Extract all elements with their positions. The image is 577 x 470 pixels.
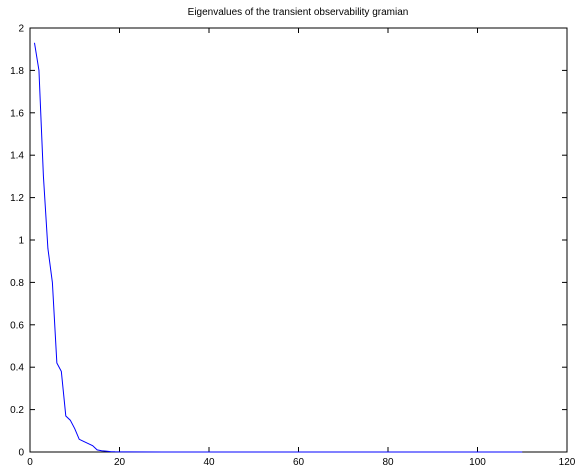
y-tick-label: 1.4	[10, 151, 24, 162]
y-tick-label: 1.2	[10, 193, 24, 204]
y-tick-label: 2	[18, 24, 24, 35]
plot-area	[29, 27, 568, 453]
x-tick-label: 100	[469, 457, 486, 468]
y-tick-label: 0.4	[10, 363, 24, 374]
x-tick-labels: 0 20 40 60 80 100 120	[27, 457, 576, 468]
y-tick-label: 0.8	[10, 278, 24, 289]
x-tick-label: 60	[293, 457, 305, 468]
y-tick-label: 1.6	[10, 108, 24, 119]
y-tick-label: 0.2	[10, 405, 24, 416]
x-tick-label: 80	[382, 457, 394, 468]
y-tick-label: 1	[18, 236, 24, 247]
x-tick-label: 0	[27, 457, 33, 468]
y-tick-labels: 0 0.2 0.4 0.6 0.8 1 1.2 1.4 1.6 1.8 2	[10, 24, 24, 459]
y-tick-label: 0	[18, 448, 24, 459]
x-tick-label: 40	[203, 457, 215, 468]
y-tick-label: 0.6	[10, 320, 24, 331]
x-tick-label: 120	[559, 457, 576, 468]
y-tick-label: 1.8	[10, 66, 24, 77]
chart-title: Eigenvalues of the transient observabili…	[188, 7, 409, 18]
series-line-0	[33, 42, 523, 453]
series-layer	[33, 42, 523, 453]
x-tick-label: 20	[114, 457, 126, 468]
axis-ticks	[29, 27, 568, 453]
